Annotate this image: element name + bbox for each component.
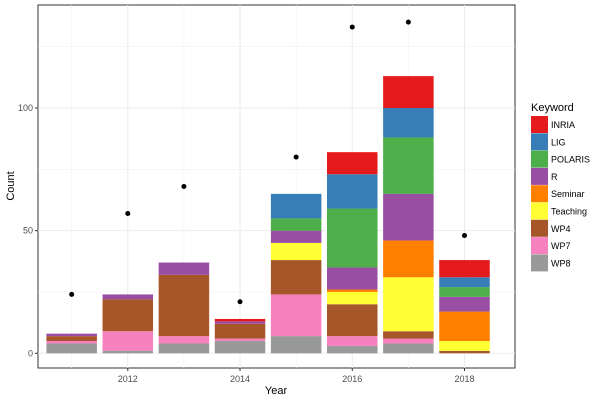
bar-segment-seminar-2018 (439, 311, 490, 342)
bar-segment-lig-2017 (383, 108, 434, 138)
bar-segment-polaris-2015 (270, 218, 322, 231)
bar-segment-wp4-2012 (102, 299, 154, 332)
bar-segment-teaching-2016 (327, 291, 378, 305)
y-tick-label: 100 (18, 103, 33, 113)
legend-label-r: R (551, 172, 558, 182)
axes: 2012 2014 2016 2018 0 50 100 (18, 103, 475, 384)
legend-label-seminar: Seminar (551, 189, 585, 199)
bar-segment-wp4-2016 (327, 304, 378, 337)
legend-label-polaris: POLARIS (551, 155, 590, 165)
legend-label-wp8: WP8 (551, 258, 571, 268)
bar-segment-r-2011 (46, 333, 97, 337)
bar-segment-inria-2017 (383, 76, 434, 109)
bar-segment-wp8-2016 (327, 345, 378, 354)
bar-segment-wp8-2013 (158, 343, 210, 354)
bar-segment-wp8-2011 (46, 343, 97, 354)
bar-segment-wp7-2016 (327, 336, 378, 346)
legend-label-wp7: WP7 (551, 241, 571, 251)
bar-segment-teaching-2017 (383, 277, 434, 332)
bar-segment-r-2016 (327, 267, 378, 290)
bar-segment-r-2013 (158, 262, 210, 275)
x-tick-label: 2018 (454, 374, 474, 384)
bar-segment-seminar-2016 (327, 289, 378, 292)
point-2015 (293, 154, 299, 160)
bar-segment-polaris-2017 (383, 137, 434, 194)
points (69, 19, 467, 305)
bar-segment-teaching-2018 (439, 341, 490, 351)
bar-segment-wp7-2015 (270, 294, 322, 337)
legend-key-lig (531, 133, 548, 151)
legend-title: Keyword (531, 102, 574, 114)
bar-segment-r-2017 (383, 193, 434, 241)
legend: INRIA LIG POLARIS R Seminar Teaching WP4 WP7 WP8 (531, 116, 590, 272)
bar-segment-wp8-2017 (383, 343, 434, 354)
bar-segment-wp7-2013 (158, 336, 210, 344)
legend-key-wp7 (531, 237, 548, 255)
legend-label-lig: LIG (551, 137, 566, 147)
point-2018 (461, 233, 467, 239)
bar-segment-wp8-2012 (102, 350, 154, 354)
bar-segment-r-2018 (439, 296, 490, 312)
x-tick-label: 2014 (230, 374, 250, 384)
point-2014 (237, 299, 243, 305)
bar-segment-wp4-2011 (46, 336, 97, 342)
y-tick-label: 50 (23, 226, 33, 236)
bar-segment-wp4-2017 (383, 331, 434, 339)
bar-segment-wp7-2011 (46, 341, 97, 344)
legend-label-teaching: Teaching (551, 207, 587, 217)
x-axis-label: Year (265, 385, 288, 397)
x-tick-label: 2012 (118, 374, 138, 384)
bar-segment-wp4-2015 (270, 260, 322, 295)
bar-segment-wp4-2014 (214, 323, 266, 339)
point-2017 (405, 19, 411, 25)
bar-segment-seminar-2017 (383, 240, 434, 278)
legend-key-polaris (531, 150, 548, 168)
legend-key-teaching (531, 202, 548, 220)
bar-segment-lig-2015 (270, 193, 322, 219)
bar-segment-wp8-2015 (270, 336, 322, 354)
bar-segment-lig-2018 (439, 277, 490, 288)
bar-segment-wp7-2012 (102, 331, 154, 351)
legend-key-wp8 (531, 254, 548, 272)
legend-key-r (531, 167, 548, 185)
y-tick-label: 0 (28, 348, 33, 358)
y-axis-label: Count (5, 171, 17, 200)
bar-segment-wp4-2018 (439, 350, 490, 354)
point-2016 (349, 24, 355, 30)
bar-segment-wp7-2014 (214, 338, 266, 342)
bar-segment-r-2012 (102, 294, 154, 300)
bar-segment-inria-2014 (214, 318, 266, 322)
legend-key-inria (531, 116, 548, 133)
bar-segment-polaris-2016 (327, 208, 378, 268)
bar-segment-r-2015 (270, 230, 322, 243)
point-2011 (69, 291, 75, 297)
point-2013 (181, 184, 187, 189)
bar-segment-wp8-2014 (214, 341, 266, 354)
bar-segment-wp7-2017 (383, 338, 434, 344)
bar-segment-lig-2016 (327, 174, 378, 209)
bar-segment-inria-2016 (327, 152, 378, 175)
x-tick-label: 2016 (342, 374, 362, 384)
bars (46, 76, 490, 354)
bar-segment-r-2014 (214, 321, 266, 324)
legend-label-wp4: WP4 (551, 224, 571, 234)
legend-key-seminar (531, 185, 548, 203)
legend-key-wp4 (531, 219, 548, 237)
bar-segment-inria-2018 (439, 260, 490, 278)
bar-segment-polaris-2018 (439, 287, 490, 297)
point-2012 (125, 210, 131, 216)
bar-segment-teaching-2015 (270, 242, 322, 261)
bar-segment-wp4-2013 (158, 274, 210, 337)
legend-label-inria: INRIA (551, 120, 575, 130)
